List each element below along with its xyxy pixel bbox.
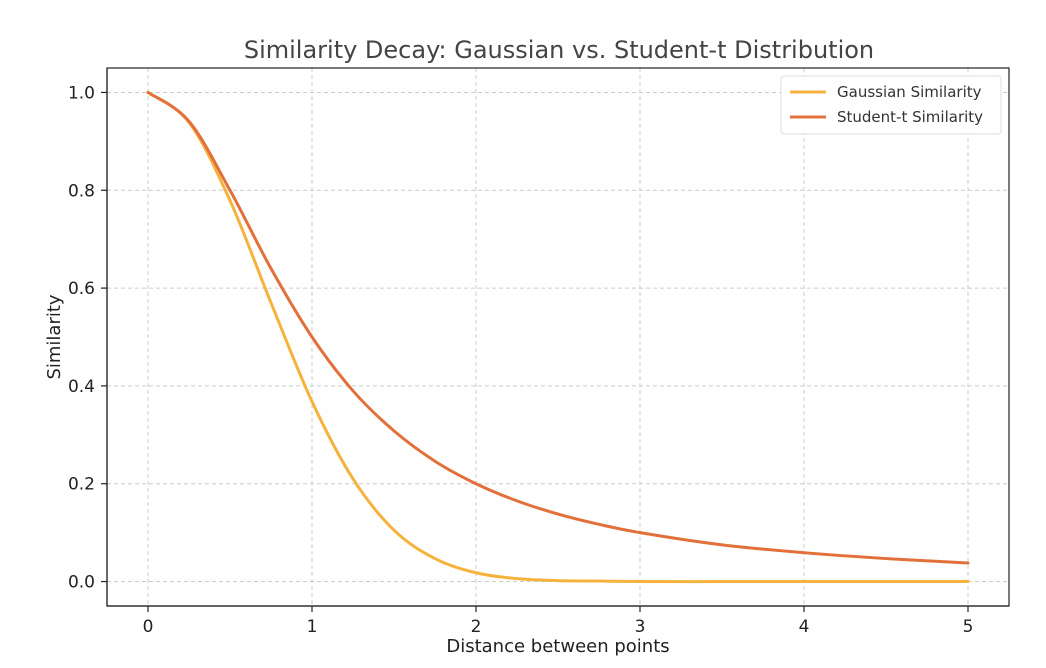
series-line-student-t [146,90,970,565]
grid [107,68,1009,606]
y-tick-label: 0.0 [68,573,95,593]
series-layer [146,90,970,584]
y-axis-ticks: 0.0 0.2 0.4 0.6 0.8 1.0 [68,83,107,593]
legend-label: Gaussian Similarity [837,83,982,101]
x-axis-ticks: 0 1 2 3 4 5 [143,606,974,637]
chart-title: Similarity Decay: Gaussian vs. Student-t… [244,36,874,64]
x-tick-label: 2 [471,617,482,637]
x-tick-label: 1 [307,617,318,637]
y-tick-label: 1.0 [68,83,95,103]
x-tick-label: 4 [799,617,810,637]
legend-label: Student-t Similarity [837,108,983,126]
plot-frame [106,67,1010,607]
y-tick-label: 0.8 [68,181,95,201]
x-tick-label: 3 [635,617,646,637]
y-axis-label: Similarity [44,294,65,379]
y-tick-label: 0.4 [68,377,95,397]
legend: Gaussian Similarity Student-t Similarity [780,75,1002,135]
y-tick-label: 0.6 [68,279,95,299]
series-line-gaussian [146,90,970,584]
y-tick-label: 0.2 [68,475,95,495]
x-axis-label: Distance between points [446,636,669,657]
legend-box [780,75,1002,135]
x-tick-label: 5 [963,617,974,637]
x-tick-label: 0 [143,617,154,637]
